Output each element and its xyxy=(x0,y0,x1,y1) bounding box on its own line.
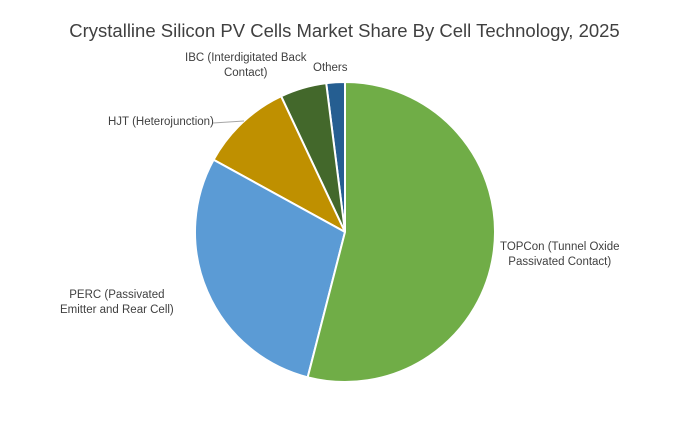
leader-line-hjt xyxy=(212,120,245,124)
label-ibc-line1: IBC (Interdigitated Back xyxy=(185,52,307,64)
label-others-line1: Others xyxy=(313,62,348,74)
label-others: Others xyxy=(313,61,348,76)
label-perc-line1: PERC (Passivated xyxy=(69,289,165,301)
chart-title: Crystalline Silicon PV Cells Market Shar… xyxy=(69,20,620,41)
label-topcon: TOPCon (Tunnel Oxide Passivated Contact) xyxy=(500,240,620,270)
label-topcon-line2: Passivated Contact) xyxy=(508,256,612,268)
label-perc: PERC (Passivated Emitter and Rear Cell) xyxy=(60,288,174,318)
pie-slice-hjt xyxy=(212,94,348,235)
pie-slice-topcon xyxy=(306,80,496,383)
label-hjt-line1: HJT (Heterojunction) xyxy=(108,116,214,128)
label-perc-line2: Emitter and Rear Cell) xyxy=(60,304,174,316)
label-ibc: IBC (Interdigitated Back Contact) xyxy=(185,51,306,81)
label-topcon-line1: TOPCon (Tunnel Oxide xyxy=(500,241,620,253)
label-ibc-line2: Contact) xyxy=(223,67,268,79)
pie-slice-perc xyxy=(194,158,347,379)
label-hjt: HJT (Heterojunction) xyxy=(108,115,214,130)
